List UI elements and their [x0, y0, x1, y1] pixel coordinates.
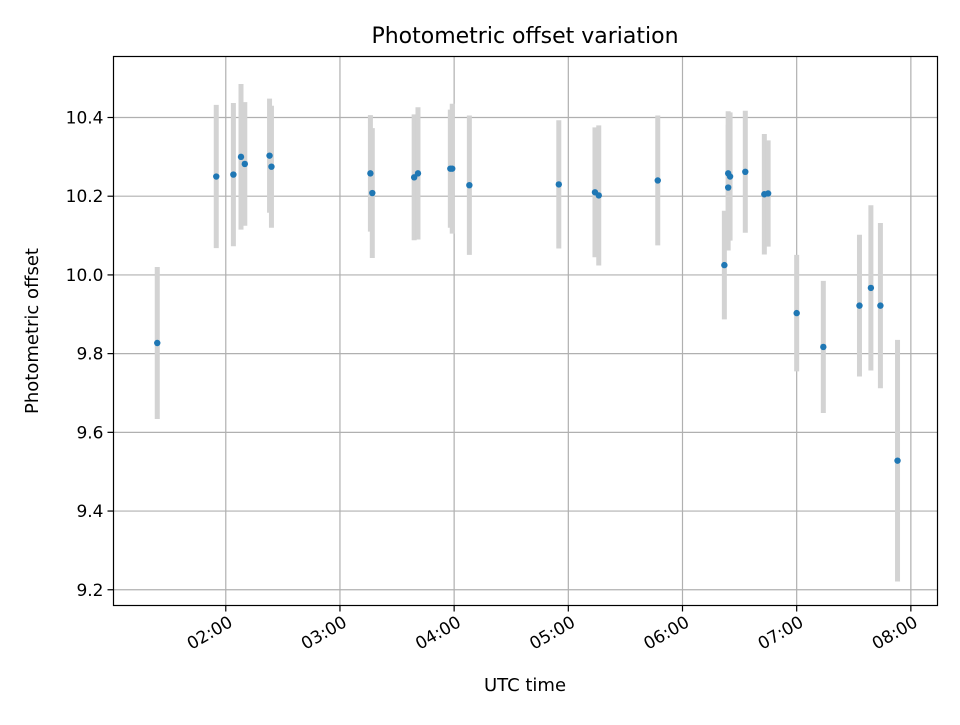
y-tick-label: 9.4	[76, 502, 103, 522]
data-point-24	[764, 190, 772, 197]
plot-frame	[112, 55, 939, 607]
data-point-2	[230, 171, 237, 178]
chart-title: Photometric offset variation	[371, 24, 678, 49]
x-axis-label: UTC time	[484, 675, 566, 696]
y-axis-ticks: 9.2 9.4 9.6 9.8 10.0 10.2 10.4	[66, 109, 114, 601]
y-tick-label: 10.4	[66, 109, 104, 129]
y-tick-label: 9.6	[76, 423, 103, 443]
y-tick-label: 9.8	[76, 345, 103, 365]
y-tick-label: 10.0	[66, 266, 104, 286]
data-point-12	[449, 165, 456, 172]
data-point-9	[410, 174, 418, 181]
data-point-29	[877, 302, 884, 309]
data-point-27	[856, 302, 863, 309]
y-tick-label: 10.2	[66, 187, 104, 207]
data-point-22	[742, 168, 749, 176]
data-point-3	[237, 153, 245, 161]
data-point-25	[793, 309, 800, 317]
data-points	[154, 152, 901, 464]
data-point-5	[266, 152, 273, 159]
data-point-21	[726, 173, 734, 180]
data-point-1	[213, 173, 220, 180]
data-point-0	[154, 339, 161, 347]
y-tick-label: 9.2	[76, 581, 103, 601]
y-axis-label: Photometric offset	[22, 248, 43, 414]
data-point-7	[367, 170, 374, 177]
data-point-28	[867, 284, 875, 292]
data-point-19	[724, 184, 732, 191]
data-point-26	[820, 343, 827, 351]
data-point-6	[268, 163, 275, 170]
data-point-10	[414, 170, 422, 177]
data-point-30	[894, 457, 901, 464]
data-point-16	[595, 192, 602, 199]
data-point-18	[721, 261, 728, 269]
data-point-8	[369, 189, 376, 197]
data-point-17	[654, 177, 661, 184]
data-point-14	[555, 181, 563, 188]
data-point-4	[241, 160, 249, 168]
data-point-13	[466, 181, 473, 189]
